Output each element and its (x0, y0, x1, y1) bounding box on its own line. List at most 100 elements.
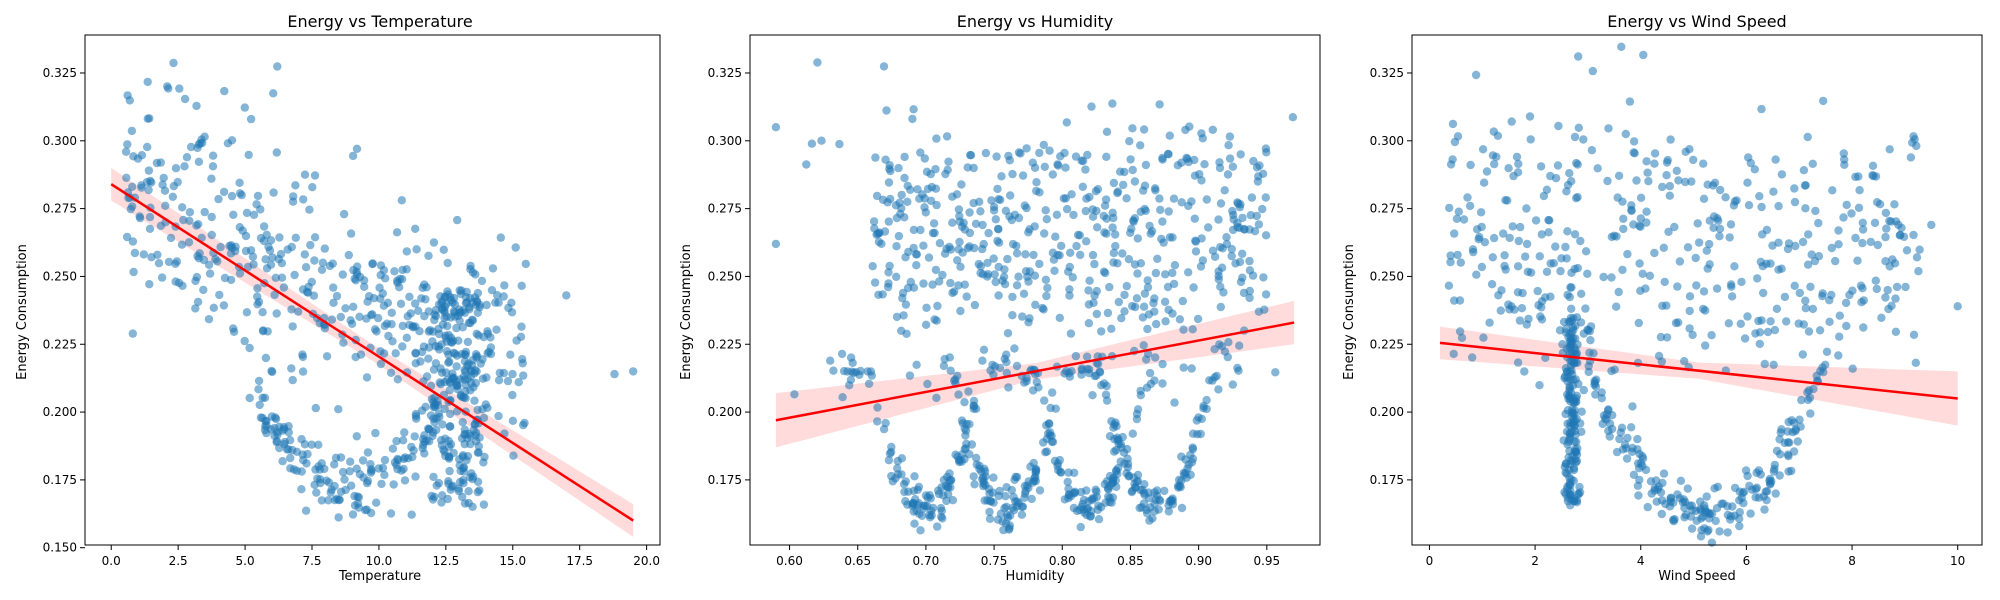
scatter-point (1084, 286, 1093, 295)
scatter-point (1504, 300, 1513, 309)
scatter-point (350, 491, 359, 501)
scatter-point (390, 458, 400, 467)
scatter-point (903, 283, 913, 293)
scatter-point (1866, 237, 1876, 247)
scatter-point (1042, 291, 1051, 301)
scatter-point (884, 217, 893, 226)
scatter-point (1479, 178, 1489, 187)
scatter-point (1535, 381, 1544, 390)
scatter-point (445, 466, 454, 476)
scatter-point (1623, 433, 1632, 443)
scatter-point (1512, 152, 1522, 162)
subplot-title: Energy vs Humidity (957, 12, 1114, 31)
scatter-point (443, 258, 452, 268)
scatter-point (1228, 206, 1237, 216)
scatter-point (462, 456, 471, 465)
scatter-point (893, 464, 902, 473)
scatter-point (1112, 422, 1121, 431)
scatter-point (508, 390, 517, 400)
scatter-point (1750, 165, 1760, 174)
scatter-point (1492, 152, 1501, 161)
scatter-point (1915, 245, 1924, 254)
scatter-point (1873, 198, 1882, 207)
scatter-point (284, 428, 293, 437)
regression-line (1439, 341, 1958, 400)
scatter-point (1143, 509, 1152, 518)
scatter-point (1566, 313, 1576, 323)
scatter-point (1238, 249, 1247, 258)
scatter-point (1122, 194, 1131, 203)
scatter-point (1109, 178, 1119, 188)
scatter-point (1252, 211, 1262, 221)
scatter-point (430, 393, 439, 402)
x-tick-label: 5.0 (236, 554, 255, 568)
scatter-point (1868, 171, 1877, 180)
scatter-point (1191, 236, 1200, 245)
scatter-point (1685, 145, 1694, 154)
scatter-point (471, 428, 481, 437)
scatter-point (1165, 233, 1175, 242)
scatter-point (1735, 521, 1744, 531)
scatter-point (1096, 503, 1106, 512)
scatter-point (901, 253, 910, 262)
scatter-point (835, 139, 844, 149)
scatter-point (310, 233, 320, 242)
scatter-point (1245, 286, 1255, 296)
scatter-point (1471, 70, 1481, 80)
scatter-point (213, 257, 222, 266)
scatter-point (1825, 317, 1834, 326)
scatter-point (1635, 449, 1644, 459)
scatter-point (185, 208, 195, 217)
scatter-point (995, 363, 1005, 373)
scatter-point (1818, 289, 1827, 298)
scatter-point (946, 366, 955, 375)
scatter-point (952, 190, 962, 199)
scatter-point (145, 280, 154, 289)
scatter-point (843, 367, 852, 376)
scatter-point (1012, 281, 1022, 290)
scatter-point (452, 362, 461, 371)
scatter-point (1168, 268, 1177, 278)
scatter-point (1139, 302, 1149, 311)
scatter-point (143, 142, 152, 152)
scatter-point (1564, 437, 1573, 446)
scatter-point (1188, 325, 1197, 334)
scatter-point (1767, 477, 1776, 486)
subplot-title: Energy vs Wind Speed (1607, 12, 1786, 31)
scatter-point (991, 277, 1000, 287)
scatter-point (434, 478, 444, 488)
scatter-point (254, 385, 263, 394)
scatter-point (298, 367, 308, 376)
scatter-point (1754, 466, 1764, 475)
scatter-point (1097, 327, 1106, 336)
scatter-point (1710, 484, 1719, 493)
scatter-point (996, 509, 1006, 518)
scatter-point (261, 353, 271, 363)
scatter-point (128, 329, 137, 338)
scatter-point (326, 488, 335, 497)
scatter-point (1537, 230, 1547, 239)
scatter-point (1827, 290, 1836, 300)
scatter-point (1727, 292, 1737, 301)
scatter-point (420, 431, 429, 440)
scatter-point (397, 196, 406, 205)
scatter-point (1168, 309, 1177, 318)
scatter-point (1769, 467, 1779, 476)
scatter-point (154, 259, 164, 268)
scatter-point (1777, 425, 1786, 434)
scatter-point (1137, 503, 1146, 512)
scatter-point (1575, 482, 1584, 492)
scatter-point (1661, 499, 1670, 509)
scatter-point (297, 467, 306, 476)
scatter-point (1030, 222, 1039, 231)
scatter-point (881, 418, 890, 428)
scatter-point (460, 430, 469, 439)
scatter-point (1187, 197, 1196, 206)
y-ticks: 0.150 0.175 0.200 0.225 0.250 0.275 0.300 0.325 (43, 66, 85, 555)
scatter-point (1042, 447, 1052, 456)
scatter-point (1588, 66, 1598, 76)
scatter-point (950, 376, 959, 385)
scatter-point (1881, 232, 1890, 242)
scatter-point (892, 312, 902, 322)
scatter-point (1261, 231, 1271, 240)
